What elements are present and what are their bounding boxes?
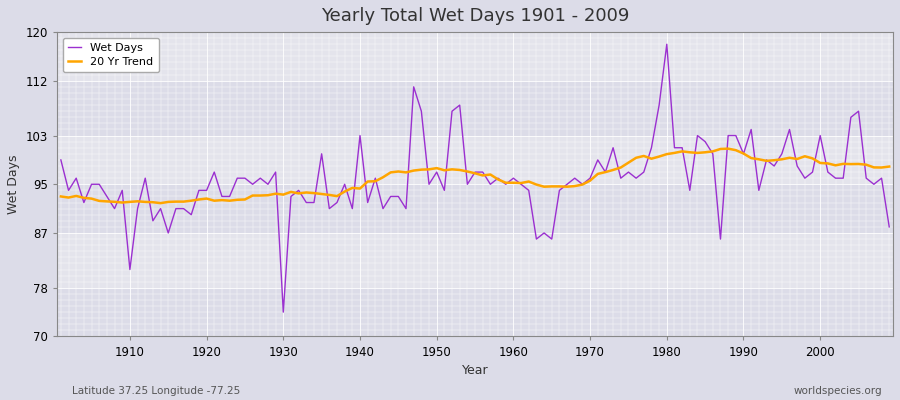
20 Yr Trend (884, 164, 895, 169)
Legend: Wet Days, 20 Yr Trend: Wet Days, 20 Yr Trend (63, 38, 159, 72)
Wet Days (884, 224, 895, 229)
Text: worldspecies.org: worldspecies.org (794, 386, 882, 396)
Title: Yearly Total Wet Days 1901 - 2009: Yearly Total Wet Days 1901 - 2009 (321, 7, 629, 25)
Bar (57, 32, 893, 81)
Wet Days (278, 310, 289, 314)
Wet Days (508, 176, 518, 180)
20 Yr Trend (723, 146, 734, 151)
Text: Latitude 37.25 Longitude -77.25: Latitude 37.25 Longitude -77.25 (72, 386, 240, 396)
20 Yr Trend (56, 194, 67, 199)
Wet Days (662, 42, 672, 47)
20 Yr Trend (293, 191, 304, 196)
20 Yr Trend (516, 181, 526, 186)
Line: Wet Days: Wet Days (61, 44, 889, 312)
20 Yr Trend (608, 168, 618, 172)
Line: 20 Yr Trend: 20 Yr Trend (61, 149, 889, 203)
Bar (57, 184, 893, 233)
20 Yr Trend (155, 201, 166, 206)
Bar (57, 136, 893, 184)
Y-axis label: Wet Days: Wet Days (7, 154, 20, 214)
X-axis label: Year: Year (462, 364, 489, 377)
Bar (57, 233, 893, 288)
Wet Days (516, 182, 526, 187)
Wet Days (293, 188, 304, 193)
20 Yr Trend (508, 180, 518, 185)
20 Yr Trend (117, 200, 128, 205)
Wet Days (117, 188, 128, 193)
Wet Days (608, 145, 618, 150)
Bar (57, 288, 893, 336)
Bar (57, 81, 893, 136)
Wet Days (339, 182, 350, 187)
Wet Days (56, 158, 67, 162)
20 Yr Trend (339, 189, 350, 194)
